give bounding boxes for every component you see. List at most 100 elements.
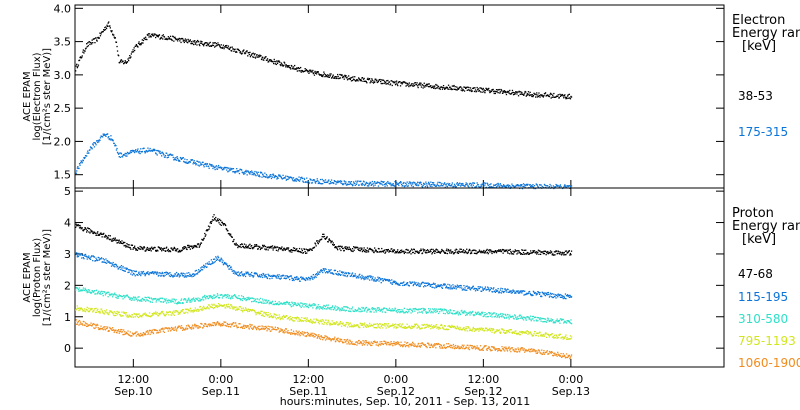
data-point xyxy=(483,252,485,254)
data-point xyxy=(243,297,245,299)
data-point xyxy=(332,182,334,184)
data-point xyxy=(466,86,468,88)
data-point xyxy=(136,300,139,302)
data-point xyxy=(463,285,465,287)
data-point xyxy=(188,272,190,274)
data-point xyxy=(344,183,346,185)
data-point xyxy=(391,308,393,310)
data-point xyxy=(373,311,375,313)
data-point xyxy=(341,182,343,185)
data-point xyxy=(259,312,261,314)
data-point xyxy=(187,300,189,302)
data-point xyxy=(521,318,524,320)
data-point xyxy=(562,95,564,97)
data-point xyxy=(460,313,462,316)
data-point xyxy=(467,86,469,88)
data-point xyxy=(293,317,295,319)
data-point xyxy=(532,251,535,253)
data-point xyxy=(525,293,527,295)
data-point xyxy=(276,62,279,64)
data-point xyxy=(369,82,371,84)
data-point xyxy=(188,297,190,299)
data-point xyxy=(278,301,280,303)
data-point xyxy=(407,309,409,311)
data-point xyxy=(414,283,417,285)
data-point xyxy=(147,300,150,302)
data-point xyxy=(117,242,119,244)
data-point xyxy=(127,244,129,246)
data-point xyxy=(535,319,537,321)
data-point xyxy=(562,94,564,96)
data-point xyxy=(468,250,470,252)
data-point xyxy=(330,73,332,75)
data-point xyxy=(115,264,118,266)
data-point xyxy=(272,316,274,319)
data-point xyxy=(343,309,345,311)
data-point xyxy=(155,297,157,300)
data-point xyxy=(81,307,83,310)
data-point xyxy=(284,275,286,277)
data-point xyxy=(110,138,113,140)
data-point xyxy=(342,274,344,276)
data-point xyxy=(490,186,493,188)
data-point xyxy=(161,250,163,252)
data-point xyxy=(129,269,131,271)
data-point xyxy=(106,238,108,240)
data-point xyxy=(363,247,365,249)
data-point xyxy=(462,312,464,314)
data-point xyxy=(143,246,145,248)
data-point xyxy=(540,320,542,322)
data-point xyxy=(129,298,131,300)
data-point xyxy=(281,63,283,65)
data-point xyxy=(309,279,311,281)
data-point xyxy=(83,254,86,256)
data-point xyxy=(489,313,491,315)
data-point xyxy=(510,186,512,188)
data-point xyxy=(249,173,251,175)
data-point xyxy=(325,268,327,270)
data-point xyxy=(342,308,344,310)
data-point xyxy=(533,187,535,190)
data-point xyxy=(481,91,483,93)
data-point xyxy=(96,259,98,261)
data-point xyxy=(291,302,294,304)
data-point xyxy=(358,310,360,313)
data-point xyxy=(355,309,357,311)
data-point xyxy=(469,289,472,291)
data-point xyxy=(109,27,111,29)
data-point xyxy=(373,280,375,282)
data-point xyxy=(482,289,484,291)
data-point xyxy=(551,320,553,322)
data-point xyxy=(538,94,541,97)
data-point xyxy=(547,294,549,296)
data-point xyxy=(108,234,110,237)
data-point xyxy=(168,250,170,253)
data-point xyxy=(78,59,81,61)
data-point xyxy=(542,292,544,294)
data-point xyxy=(148,150,151,152)
data-point xyxy=(420,248,422,250)
data-point xyxy=(492,313,494,315)
data-point xyxy=(164,314,167,317)
data-point xyxy=(238,295,240,297)
data-point xyxy=(284,303,286,305)
data-point xyxy=(245,244,247,246)
data-point xyxy=(369,78,371,80)
data-point xyxy=(167,249,169,252)
data-point xyxy=(168,314,170,316)
data-point xyxy=(162,310,164,313)
data-point xyxy=(127,58,129,60)
data-point xyxy=(456,249,458,251)
data-point xyxy=(330,308,332,311)
data-point xyxy=(185,247,187,249)
data-point xyxy=(350,310,352,313)
data-point xyxy=(440,251,442,253)
data-point xyxy=(392,251,394,253)
data-point xyxy=(199,164,201,166)
data-point xyxy=(347,272,349,274)
data-point xyxy=(487,184,489,186)
data-point xyxy=(557,320,559,323)
series-38-53 xyxy=(75,21,573,100)
data-point xyxy=(153,148,156,151)
data-point xyxy=(502,291,504,293)
